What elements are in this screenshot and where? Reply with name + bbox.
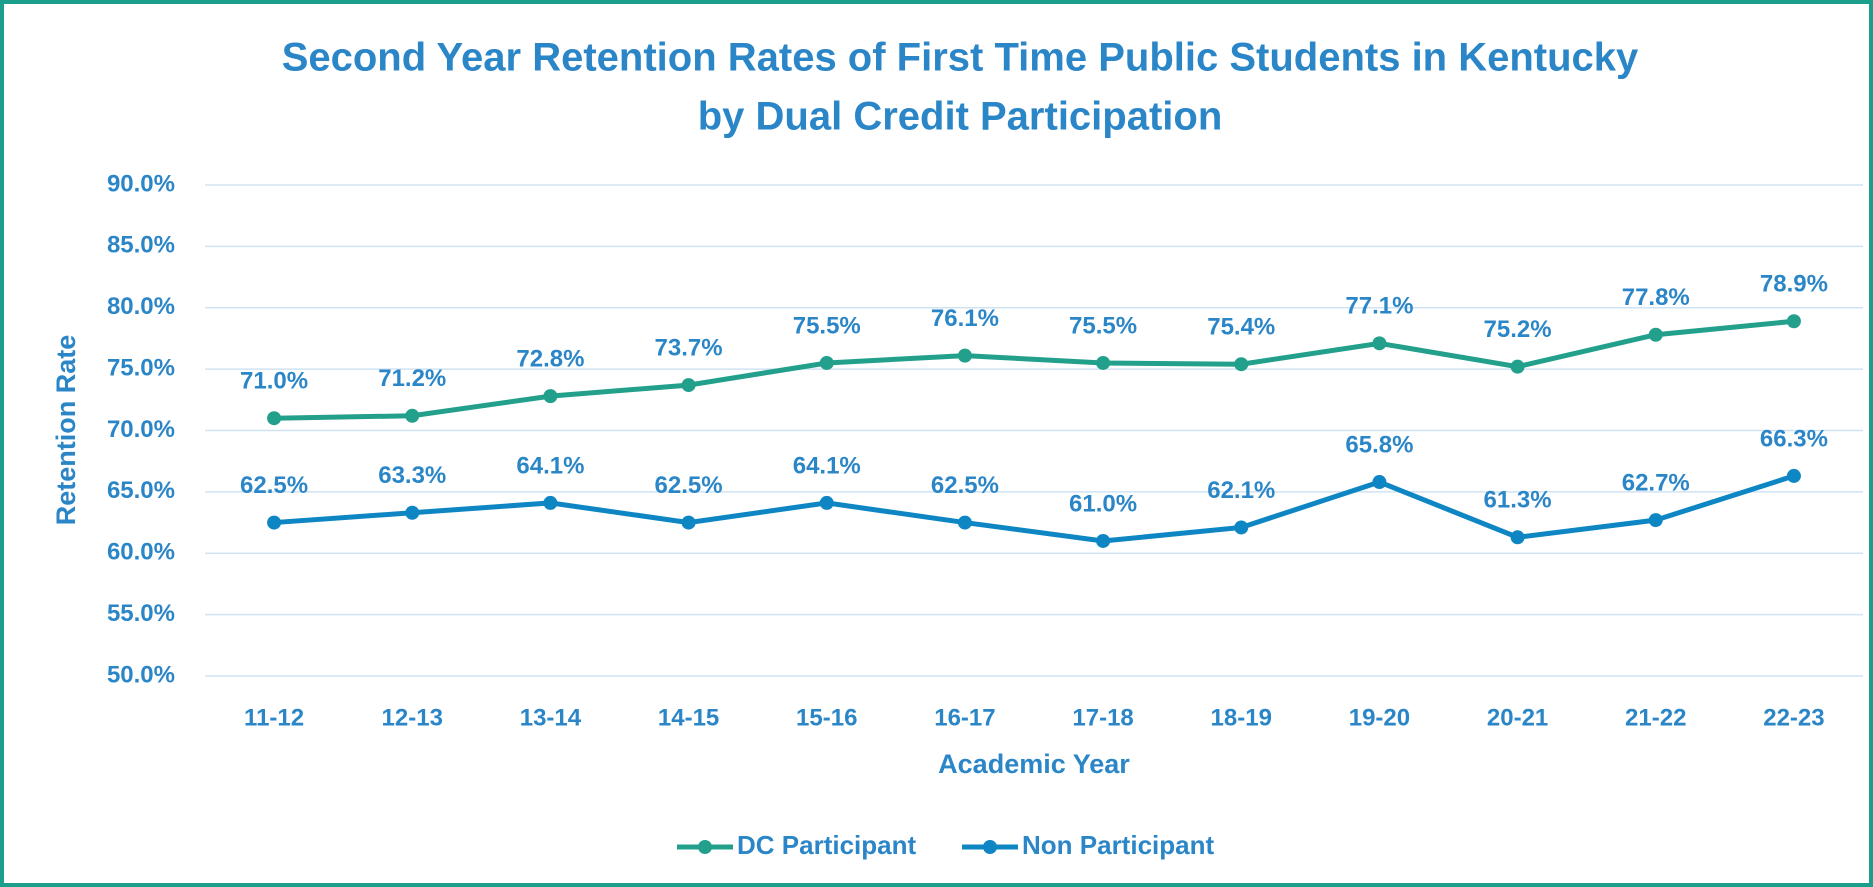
x-axis-title: Academic Year xyxy=(938,749,1130,779)
data-point xyxy=(1234,357,1249,372)
data-label: 62.7% xyxy=(1622,469,1690,496)
x-tick-label: 12-13 xyxy=(382,704,443,731)
y-tick-label: 85.0% xyxy=(107,232,175,259)
data-point xyxy=(405,408,420,423)
data-label: 75.4% xyxy=(1207,314,1275,341)
data-label: 61.0% xyxy=(1069,490,1137,517)
data-point xyxy=(1372,475,1387,490)
y-tick-label: 80.0% xyxy=(107,293,175,320)
y-tick-label: 50.0% xyxy=(107,661,175,688)
data-label: 62.5% xyxy=(240,472,308,499)
x-tick-label: 18-19 xyxy=(1211,704,1272,731)
data-label: 61.3% xyxy=(1484,487,1552,514)
data-point xyxy=(1096,533,1111,548)
data-point xyxy=(405,505,420,520)
y-tick-label: 60.0% xyxy=(107,539,175,566)
data-point xyxy=(1786,468,1801,483)
data-point xyxy=(543,495,558,510)
data-point xyxy=(1510,530,1525,545)
data-point xyxy=(681,515,696,530)
data-label: 71.0% xyxy=(240,368,308,395)
data-label: 77.8% xyxy=(1622,284,1690,311)
y-tick-label: 70.0% xyxy=(107,416,175,443)
x-tick-label: 16-17 xyxy=(934,704,995,731)
y-tick-label: 55.0% xyxy=(107,600,175,627)
data-label: 75.2% xyxy=(1484,316,1552,343)
data-point xyxy=(1648,327,1663,342)
data-label: 66.3% xyxy=(1760,425,1828,452)
data-point xyxy=(1234,520,1249,535)
data-point xyxy=(681,378,696,393)
data-point xyxy=(1786,314,1801,329)
data-point xyxy=(267,411,282,426)
data-point xyxy=(819,495,834,510)
x-tick-label: 11-12 xyxy=(244,704,304,731)
data-label: 62.5% xyxy=(931,472,999,499)
data-point xyxy=(1648,513,1663,528)
y-tick-label: 90.0% xyxy=(107,170,175,197)
legend-label: Non Participant xyxy=(1022,830,1214,860)
data-label: 73.7% xyxy=(655,334,723,361)
legend-label: DC Participant xyxy=(737,830,916,860)
x-tick-label: 14-15 xyxy=(658,704,719,731)
chart-title: by Dual Credit Participation xyxy=(698,95,1223,139)
data-label: 64.1% xyxy=(793,452,861,479)
data-point xyxy=(543,389,558,404)
data-label: 63.3% xyxy=(378,462,446,489)
data-label: 72.8% xyxy=(516,345,584,372)
x-tick-label: 20-21 xyxy=(1487,704,1548,731)
series-line xyxy=(274,318,1795,421)
data-point xyxy=(1372,336,1387,351)
y-tick-label: 75.0% xyxy=(107,354,175,381)
legend-swatch xyxy=(983,840,997,854)
y-tick-label: 65.0% xyxy=(107,477,175,504)
legend-swatch xyxy=(698,840,712,854)
x-tick-label: 19-20 xyxy=(1349,704,1410,731)
data-point xyxy=(957,348,972,363)
x-tick-label: 21-22 xyxy=(1625,704,1686,731)
x-tick-label: 17-18 xyxy=(1072,704,1133,731)
y-axis-title: Retention Rate xyxy=(51,335,81,526)
data-label: 76.1% xyxy=(931,305,999,332)
x-tick-label: 15-16 xyxy=(796,704,857,731)
data-point xyxy=(1096,355,1111,370)
data-point xyxy=(1510,359,1525,374)
data-point xyxy=(957,515,972,530)
x-tick-label: 13-14 xyxy=(520,704,582,731)
data-label: 77.1% xyxy=(1345,293,1413,320)
data-label: 65.8% xyxy=(1345,431,1413,458)
data-label: 62.5% xyxy=(655,472,723,499)
data-label: 71.2% xyxy=(378,365,446,392)
data-point xyxy=(267,515,282,530)
x-tick-label: 22-23 xyxy=(1763,704,1824,731)
data-label: 64.1% xyxy=(516,452,584,479)
series-line xyxy=(273,473,1795,544)
data-label: 62.1% xyxy=(1207,477,1275,504)
data-point xyxy=(819,355,834,370)
data-label: 75.5% xyxy=(793,312,861,339)
data-label: 75.5% xyxy=(1069,312,1137,339)
chart-title: Second Year Retention Rates of First Tim… xyxy=(282,36,1639,80)
data-label: 78.9% xyxy=(1760,271,1828,298)
